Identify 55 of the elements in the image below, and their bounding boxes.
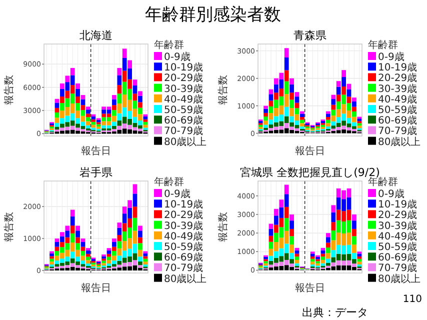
legend-label: 70-79歳: [378, 125, 418, 138]
legend-label: 70-79歳: [164, 125, 204, 138]
legend-title: 年齢群: [368, 39, 398, 51]
legend-label: 60-69歳: [164, 252, 204, 264]
legend-label: 20-29歳: [164, 72, 204, 84]
legend-label: 40-49歳: [378, 230, 418, 242]
legend-label: 0-9歳: [378, 51, 404, 63]
legend-label: 80歳以上: [164, 272, 207, 285]
x-axis-title: 報告日: [81, 145, 111, 157]
legend-label: 80歳以上: [378, 272, 421, 285]
legend-label: 80歳以上: [378, 136, 421, 148]
legend-label: 80歳以上: [164, 136, 207, 148]
chart-title: 青森県: [294, 29, 326, 42]
legend-title: 年齢群: [154, 39, 184, 51]
legend-label: 50-59歳: [378, 104, 418, 116]
legend-label: 10-19歳: [164, 62, 204, 74]
legend-label: 40-49歳: [164, 230, 204, 242]
x-axis-title: 報告日: [295, 145, 325, 157]
legend-title: 年齢群: [154, 176, 184, 188]
legend-label: 50-59歳: [378, 241, 418, 253]
legend-label: 70-79歳: [164, 262, 204, 274]
chart-title: 北海道: [80, 29, 112, 42]
legend-label: 60-69歳: [164, 114, 204, 127]
y-axis-title: 報告数: [217, 212, 229, 242]
source-note: 出典：データ: [302, 306, 368, 319]
legend-label: 60-69歳: [378, 114, 418, 127]
legend-label: 0-9歳: [164, 51, 190, 63]
text: 110: [402, 294, 422, 305]
y-axis-title: 報告数: [3, 75, 15, 105]
legend-label: 30-39歳: [378, 82, 418, 95]
legend-title: 年齢群: [368, 176, 398, 188]
x-axis-title: 報告日: [81, 282, 111, 294]
legend-label: 40-49歳: [378, 93, 418, 106]
legend-label: 40-49歳: [164, 93, 204, 106]
legend-label: 30-39歳: [164, 82, 204, 95]
y-axis-title: 報告数: [217, 75, 229, 105]
chart-title: 宮城県 全数把握見直し(9/2): [240, 166, 380, 179]
legend-label: 70-79歳: [378, 262, 418, 274]
legend-label: 0-9歳: [164, 188, 190, 200]
y-axis-title: 報告数: [3, 212, 15, 242]
legend-label: 50-59歳: [164, 104, 204, 116]
chart-title: 岩手県: [80, 166, 112, 179]
legend-label: 30-39歳: [378, 220, 418, 232]
legend-label: 0-9歳: [378, 188, 404, 200]
text: 年齢群別感染者数: [145, 5, 281, 25]
legend-label: 10-19歳: [164, 198, 204, 211]
legend-label: 20-29歳: [164, 209, 204, 222]
legend-label: 20-29歳: [378, 209, 418, 222]
legend-label: 50-59歳: [164, 241, 204, 253]
x-axis-title: 報告日: [295, 282, 325, 294]
legend-label: 10-19歳: [378, 62, 418, 74]
legend-label: 10-19歳: [378, 198, 418, 211]
legend-label: 20-29歳: [378, 72, 418, 84]
legend-label: 30-39歳: [164, 220, 204, 232]
legend-label: 60-69歳: [378, 252, 418, 264]
